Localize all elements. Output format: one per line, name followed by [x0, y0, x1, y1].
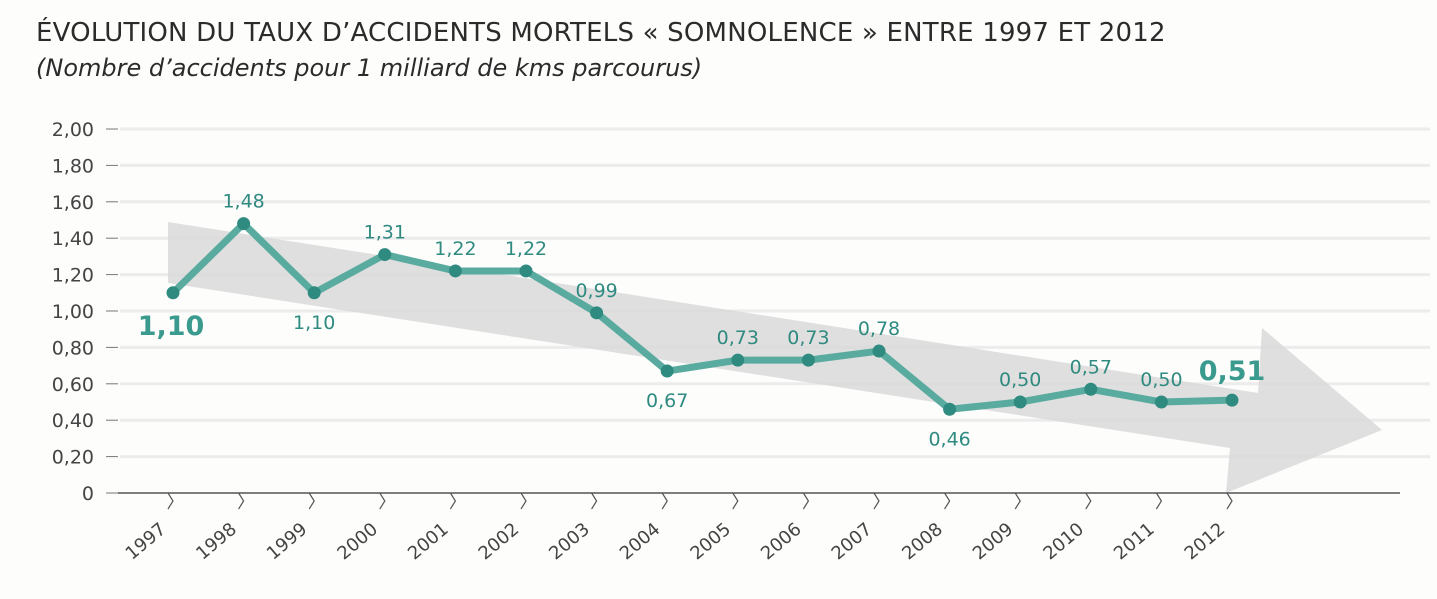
- x-tick-mark: [520, 492, 527, 510]
- x-tick-label: 2008: [898, 519, 947, 565]
- data-label: 0,57: [1070, 356, 1112, 378]
- data-label: 0,73: [787, 327, 829, 349]
- data-points: [166, 217, 1239, 416]
- chart-title: ÉVOLUTION DU TAUX D’ACCIDENTS MORTELS « …: [36, 18, 1166, 48]
- data-label: 0,50: [999, 369, 1041, 391]
- data-label: 1,10: [138, 311, 205, 342]
- data-point: [590, 306, 604, 320]
- x-tick-label: 1998: [192, 519, 241, 565]
- series-line: [170, 220, 1233, 413]
- x-tick-mark: [1226, 492, 1233, 510]
- x-tick-label: 2000: [333, 519, 382, 565]
- x-axis-ticks: 1997 1998 1999 2000 2001 2002 2003 2004 2005 2006…: [122, 492, 1233, 565]
- x-tick-mark: [449, 492, 457, 510]
- data-labels: 1,10 1,48 1,10 1,31 1,22 1,22 0,99 0,67 0,73 0,73…: [138, 191, 1266, 451]
- data-point: [307, 286, 321, 300]
- x-tick-label: 2004: [616, 519, 665, 565]
- data-point: [943, 402, 957, 416]
- x-tick-label: 2001: [404, 519, 453, 565]
- x-tick-label: 2003: [545, 519, 594, 565]
- x-tick-mark: [802, 492, 810, 510]
- x-tick-mark: [167, 492, 174, 510]
- x-tick-label: 2006: [757, 519, 806, 565]
- data-label: 0,99: [575, 280, 617, 302]
- data-label: 0,67: [646, 390, 688, 412]
- y-tick-label: 0,20: [52, 447, 94, 469]
- data-point: [660, 364, 674, 378]
- x-tick-mark: [732, 492, 739, 510]
- x-tick-mark: [308, 492, 315, 510]
- y-tick-label: 0,80: [52, 337, 94, 359]
- x-tick-mark: [591, 492, 598, 510]
- data-point: [378, 248, 392, 262]
- x-tick-mark: [1155, 492, 1163, 510]
- data-point: [519, 264, 533, 278]
- x-tick-mark: [379, 492, 386, 510]
- data-label: 0,51: [1199, 356, 1266, 387]
- data-point: [448, 264, 462, 278]
- data-label: 0,46: [928, 428, 970, 450]
- y-tick-label: 1,40: [52, 228, 94, 250]
- x-tick-mark: [1085, 492, 1092, 510]
- data-label: 0,50: [1140, 369, 1182, 391]
- x-tick-label: 2009: [969, 519, 1018, 565]
- y-tick-label: 1,80: [52, 155, 94, 177]
- x-tick-mark: [1014, 492, 1021, 510]
- data-label: 0,78: [858, 318, 900, 340]
- x-tick-label: 1997: [122, 519, 171, 565]
- y-tick-label: 1,00: [52, 301, 94, 323]
- x-tick-label: 2010: [1039, 519, 1088, 565]
- y-tick-label: 1,20: [52, 265, 94, 287]
- data-point: [237, 217, 251, 231]
- x-tick-label: 1999: [263, 519, 312, 565]
- data-point: [1084, 382, 1098, 396]
- x-tick-label: 2011: [1110, 519, 1159, 565]
- data-point: [801, 353, 815, 367]
- y-tick-label: 2,00: [52, 119, 94, 141]
- data-point: [1225, 393, 1239, 407]
- y-axis-ticks: 0 0,20 0,40 0,60 0,80 1,00 1,20 1,40 1,60 1,80 2,0…: [52, 119, 118, 505]
- y-tick-label: 0: [82, 483, 94, 505]
- y-tick-label: 0,40: [52, 410, 94, 432]
- x-tick-mark: [873, 492, 880, 510]
- data-point: [1013, 395, 1027, 409]
- x-tick-mark: [944, 492, 951, 510]
- data-label: 0,73: [717, 327, 759, 349]
- x-tick-label: 2005: [686, 519, 735, 565]
- data-label: 1,31: [364, 222, 406, 244]
- x-tick-label: 2002: [475, 519, 524, 565]
- data-label: 1,48: [222, 191, 264, 213]
- y-tick-label: 1,60: [52, 192, 94, 214]
- x-tick-label: 2012: [1181, 519, 1230, 565]
- data-point: [872, 344, 886, 358]
- x-tick-mark: [238, 492, 245, 510]
- chart-subtitle: (Nombre d’accidents pour 1 milliard de k…: [36, 54, 703, 82]
- data-label: 1,10: [293, 312, 335, 334]
- x-tick-mark: [661, 492, 668, 510]
- data-point: [731, 353, 745, 367]
- data-point: [166, 286, 180, 300]
- data-label: 1,22: [434, 238, 476, 260]
- data-label: 1,22: [505, 238, 547, 260]
- y-tick-label: 0,60: [52, 374, 94, 396]
- data-point: [1154, 395, 1168, 409]
- x-tick-label: 2007: [828, 519, 877, 565]
